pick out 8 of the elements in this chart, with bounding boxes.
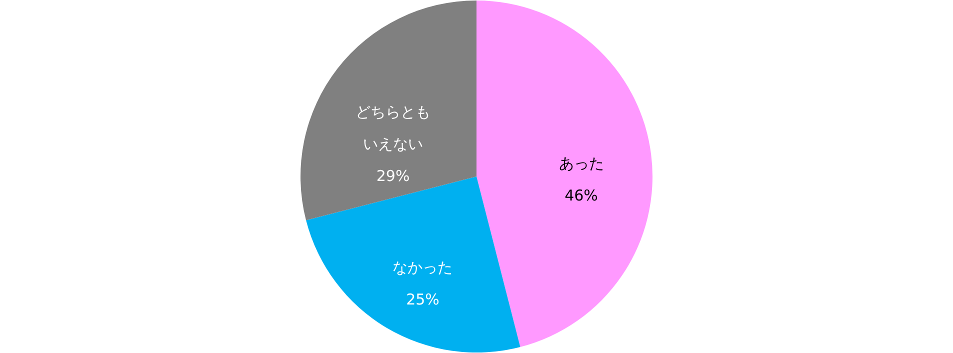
pie-slice [476, 0, 652, 347]
slice-label: なかった [392, 258, 453, 276]
slice-label: あった [558, 154, 604, 172]
data-label: 46% [564, 186, 598, 204]
pie-slice [300, 0, 476, 220]
data-label: 29% [376, 166, 410, 185]
data-label: 25% [406, 290, 440, 308]
slice-label: どちらともいえない [356, 102, 431, 153]
